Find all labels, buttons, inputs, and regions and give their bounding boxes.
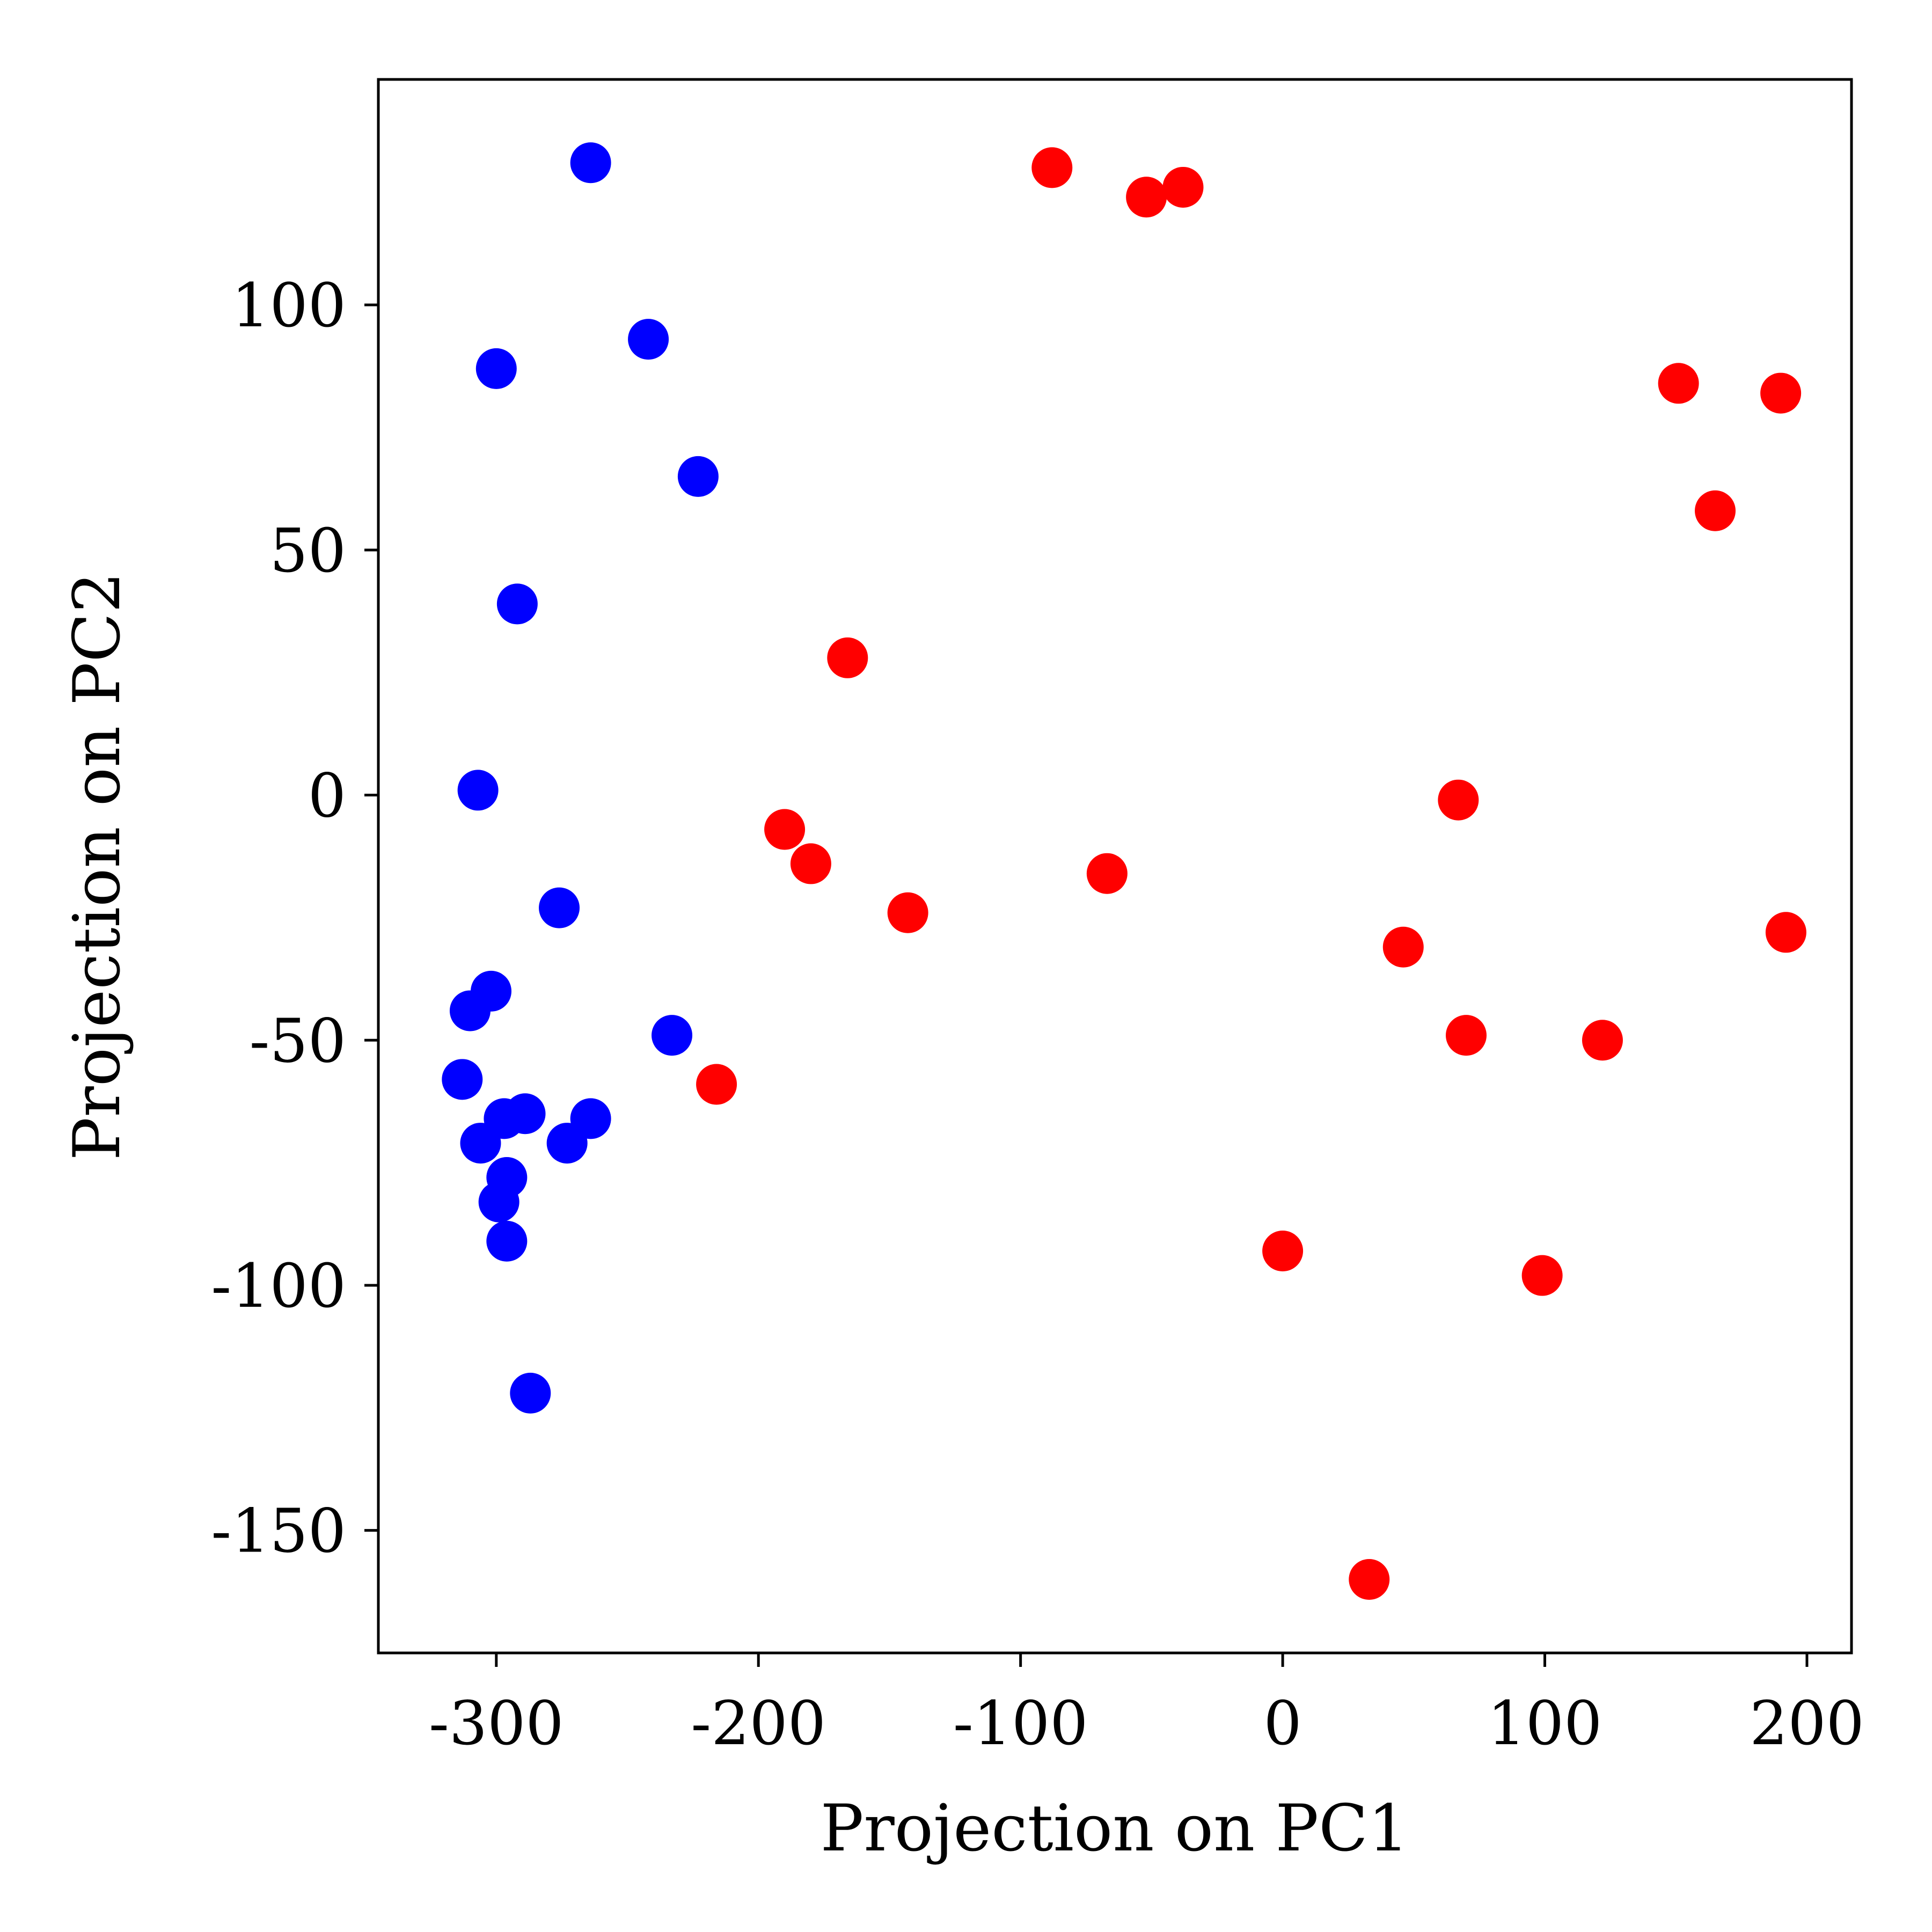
- data-point: [496, 583, 538, 625]
- axis-ticks: -300 -200 -100 0 100 200 -150 -100 -50 0 50 100: [211, 271, 1864, 1759]
- data-point: [478, 1181, 519, 1223]
- x-tick-label: -300: [429, 1689, 564, 1759]
- data-point: [790, 843, 831, 884]
- data-point: [539, 887, 580, 928]
- x-tick-label: -200: [691, 1689, 826, 1759]
- data-point: [696, 1064, 737, 1105]
- data-point: [652, 1015, 693, 1056]
- data-point: [827, 637, 868, 678]
- data-points: [442, 142, 1806, 1600]
- data-point: [510, 1372, 551, 1414]
- data-point: [1765, 912, 1806, 953]
- y-tick-label: -100: [211, 1252, 346, 1321]
- data-point: [442, 1059, 483, 1100]
- data-point: [1760, 372, 1802, 414]
- plot-frame: [377, 78, 1853, 1655]
- data-point: [570, 142, 611, 184]
- data-point: [1382, 926, 1424, 968]
- y-tick-label: 100: [231, 271, 346, 341]
- y-tick-label: 50: [269, 516, 346, 586]
- x-tick-label: 0: [1263, 1689, 1301, 1759]
- data-point: [1695, 490, 1736, 531]
- data-point: [1086, 853, 1128, 894]
- data-point: [546, 1123, 588, 1164]
- y-axis-label: Projection on PC2: [60, 572, 135, 1161]
- data-point: [628, 319, 669, 360]
- data-point: [475, 348, 517, 389]
- x-tick-label: 100: [1488, 1689, 1602, 1759]
- data-point: [1349, 1558, 1390, 1600]
- data-point: [1126, 177, 1167, 218]
- data-point: [764, 809, 806, 850]
- data-point: [1521, 1255, 1563, 1296]
- data-point: [1658, 363, 1699, 404]
- data-point: [1582, 1020, 1623, 1061]
- x-tick-label: -100: [953, 1689, 1088, 1759]
- data-point: [486, 1220, 528, 1262]
- data-point: [1262, 1231, 1304, 1272]
- data-point: [449, 990, 491, 1031]
- x-tick-label: 200: [1750, 1689, 1864, 1759]
- data-point: [460, 1123, 501, 1164]
- data-point: [1031, 147, 1073, 188]
- data-point: [677, 456, 719, 497]
- y-tick-label: -150: [211, 1497, 346, 1567]
- data-point: [1438, 779, 1479, 821]
- data-point: [1446, 1015, 1487, 1056]
- y-tick-label: -50: [250, 1006, 346, 1076]
- data-point: [887, 892, 928, 933]
- data-point: [457, 770, 499, 811]
- data-point: [1162, 166, 1204, 208]
- x-axis-label: Projection on PC1: [821, 1791, 1409, 1866]
- y-tick-label: 0: [308, 762, 346, 831]
